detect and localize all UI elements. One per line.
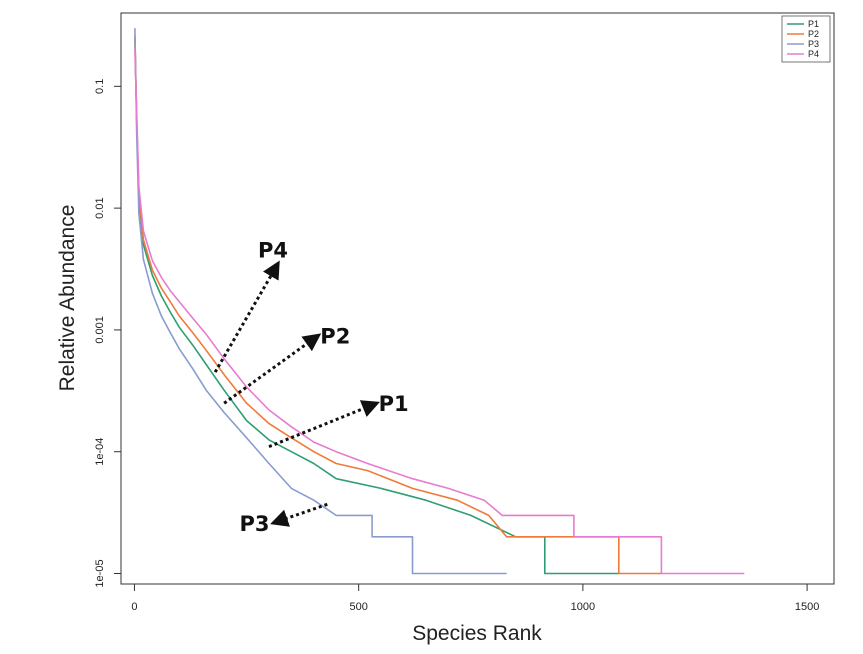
annotation-arrow-p3	[270, 502, 328, 527]
y-tick-label: 0.001	[94, 316, 106, 344]
x-tick-label: 500	[349, 601, 367, 613]
series-line-p2	[134, 35, 662, 575]
y-tick-label: 1e-05	[94, 559, 106, 587]
x-tick-label: 0	[131, 601, 137, 613]
annotation-layer: P4 P2 P1 P3	[213, 239, 409, 536]
y-axis: 0.1 0.01 0.001 1e-04 1e-05	[94, 79, 121, 588]
legend-label-p1: P1	[808, 19, 819, 29]
x-tick-label: 1500	[795, 601, 819, 613]
annotation-arrow-p4	[213, 260, 280, 373]
y-tick-label: 0.1	[94, 79, 106, 94]
y-axis-title: Relative Abundance	[56, 205, 79, 392]
y-tick-label: 1e-04	[94, 438, 106, 466]
x-tick-label: 1000	[571, 601, 595, 613]
legend-label-p2: P2	[808, 29, 819, 39]
annotation-label-p3: P3	[239, 512, 269, 536]
annotation-label-p4: P4	[258, 239, 288, 263]
legend-label-p4: P4	[808, 49, 819, 59]
plot-frame	[120, 12, 835, 585]
series-line-p4	[134, 49, 745, 575]
legend-box	[781, 15, 831, 63]
y-tick-label: 0.01	[94, 197, 106, 218]
series-line-p3	[134, 28, 507, 575]
x-axis-title: Species Rank	[412, 622, 542, 645]
series-line-p1	[134, 37, 619, 575]
series-layer	[134, 28, 745, 575]
legend-label-p3: P3	[808, 39, 819, 49]
x-axis: 0 500 1000 1500	[131, 584, 819, 613]
annotation-label-p2: P2	[320, 324, 350, 348]
annotation-arrow-p2	[223, 333, 322, 405]
annotation-arrow-p1	[268, 400, 380, 449]
annotation-label-p1: P1	[379, 392, 409, 416]
